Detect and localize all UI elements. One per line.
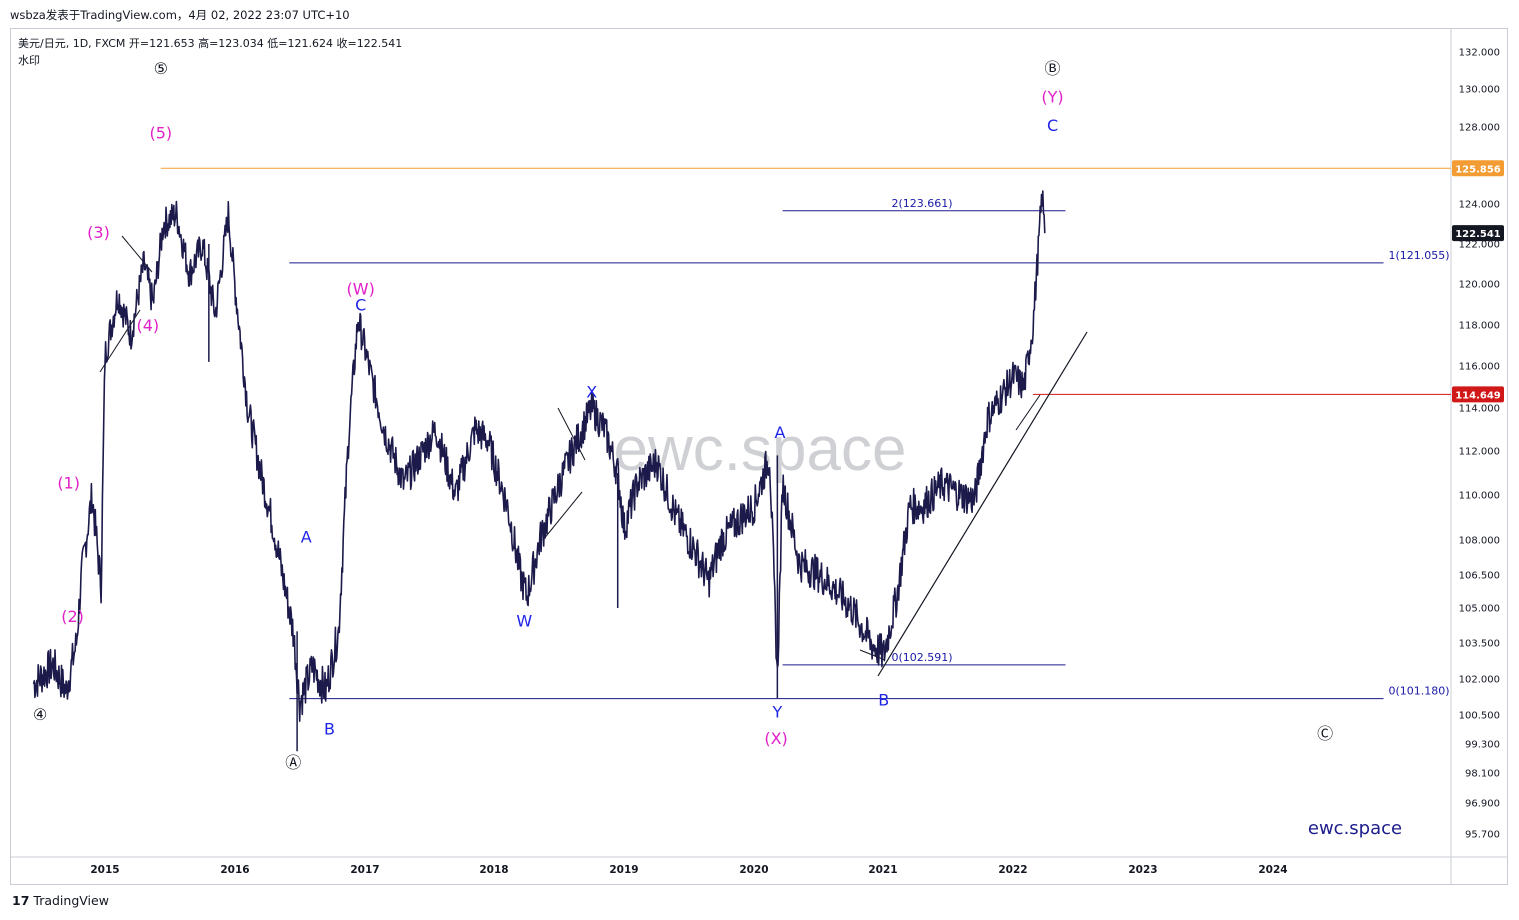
y-tick-label: 122.000	[1459, 240, 1500, 251]
x-tick-label: 2019	[609, 864, 638, 876]
top-bar: wsbza发表于TradingView.com，4月 02, 2022 23:0…	[0, 0, 1519, 28]
wave-label: (5)	[149, 124, 172, 143]
x-tick-label: 2018	[479, 864, 508, 876]
y-tick-label: 130.000	[1459, 85, 1500, 96]
y-tick-label: 120.000	[1459, 280, 1500, 291]
wave-label: B	[878, 690, 889, 709]
y-tick-label: 99.300	[1465, 740, 1500, 751]
wave-label: Ⓑ	[1045, 59, 1061, 78]
x-tick-label: 2022	[998, 864, 1027, 876]
price-label-box	[1452, 160, 1504, 177]
wave-label: C	[355, 296, 366, 315]
chart-title: wsbza发表于TradingView.com，4月 02, 2022 23:0…	[10, 8, 350, 22]
price-label-box	[1452, 386, 1504, 403]
wave-label: (3)	[87, 223, 110, 242]
wave-label: X	[586, 383, 597, 402]
y-tick-label: 132.000	[1459, 48, 1500, 59]
y-tick-label: 103.500	[1459, 639, 1500, 650]
y-tick-label: 112.000	[1459, 447, 1500, 458]
wave-label: ④	[33, 705, 47, 724]
y-tick-label: 128.000	[1459, 123, 1500, 134]
y-tick-label: 116.000	[1459, 362, 1500, 373]
fib-label: 0(102.591)	[891, 651, 952, 664]
x-tick-label: 2021	[868, 864, 897, 876]
wave-label: Y	[771, 702, 782, 721]
tradingview-logo[interactable]: 17 TradingView	[12, 893, 109, 908]
y-tick-label: 118.000	[1459, 321, 1500, 332]
wave-label: ⑤	[154, 59, 168, 78]
symbol-legend: 美元/日元, 1D, FXCM 开=121.653 高=123.034 低=12…	[18, 37, 403, 50]
trend-line	[877, 331, 1088, 677]
y-tick-label: 98.100	[1465, 769, 1500, 780]
x-tick-label: 2024	[1258, 864, 1287, 876]
y-tick-label: 124.000	[1459, 200, 1500, 211]
wave-label: (4)	[136, 316, 159, 335]
triangle-line	[557, 407, 586, 461]
wave-label: C	[1047, 116, 1058, 135]
x-tick-label: 2017	[350, 864, 379, 876]
tradingview-logo-text: TradingView	[33, 893, 109, 908]
price-series-line	[32, 190, 1046, 722]
wave-label: (2)	[61, 607, 84, 626]
wave-label: Ⓐ	[285, 753, 301, 772]
x-tick-label: 2023	[1128, 864, 1157, 876]
wave-label: A	[301, 527, 312, 546]
fib-label: 2(123.661)	[891, 197, 952, 210]
fib-label: 1(121.055)	[1389, 249, 1450, 262]
brand-text: ewc.space	[1308, 818, 1402, 839]
wave-label: Ⓒ	[1317, 724, 1333, 743]
x-tick-label: 2020	[739, 864, 768, 876]
chart-frame	[10, 28, 1508, 885]
wave-label: (W)	[347, 279, 375, 298]
y-tick-label: 105.000	[1459, 604, 1500, 615]
watermark-legend: 水印	[18, 54, 40, 67]
wave-label: W	[516, 612, 532, 631]
triangle-line	[542, 491, 583, 541]
price-label-text: 125.856	[1455, 164, 1501, 175]
wave-label: B	[324, 719, 335, 738]
y-tick-label: 108.000	[1459, 536, 1500, 547]
wave-label: (Y)	[1041, 87, 1063, 106]
price-label-text: 122.541	[1455, 229, 1501, 240]
tradingview-logo-icon: 17	[12, 893, 30, 908]
x-tick-label: 2016	[220, 864, 249, 876]
wave-label: (1)	[57, 473, 80, 492]
fib-label: 0(101.180)	[1389, 685, 1450, 698]
y-tick-label: 100.500	[1459, 711, 1500, 722]
price-label-text: 114.649	[1455, 390, 1501, 401]
triangle-line	[1015, 394, 1041, 431]
price-label-box	[1452, 225, 1504, 242]
wave-label: (X)	[764, 729, 787, 748]
y-tick-label: 95.700	[1465, 830, 1500, 841]
y-tick-label: 106.500	[1459, 571, 1500, 582]
y-tick-label: 114.000	[1459, 404, 1500, 415]
y-tick-label: 110.000	[1459, 491, 1500, 502]
x-tick-label: 2015	[90, 864, 119, 876]
wave-label: A	[774, 423, 785, 442]
y-tick-label: 96.900	[1465, 799, 1500, 810]
y-tick-label: 102.000	[1459, 675, 1500, 686]
